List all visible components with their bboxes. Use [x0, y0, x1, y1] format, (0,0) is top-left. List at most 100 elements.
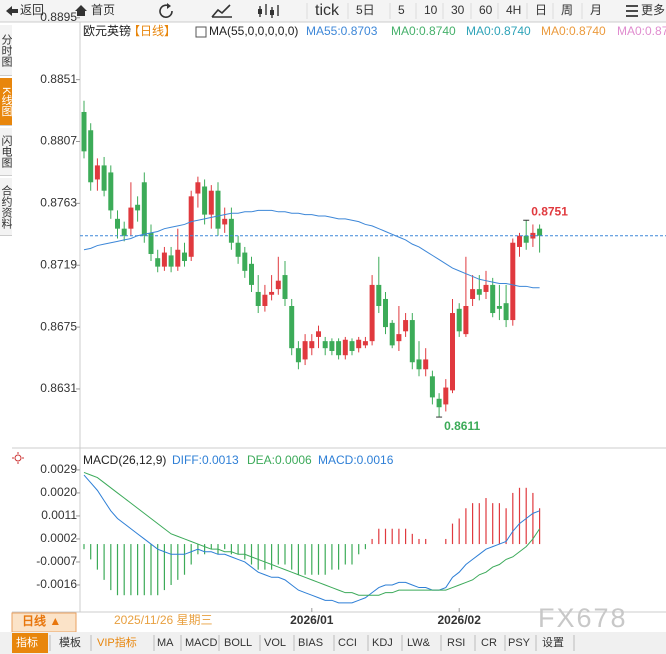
indicator-tab[interactable]: LW&: [407, 637, 431, 649]
side-tab[interactable]: K线图: [0, 78, 12, 126]
y-tick-label: 0.8807: [40, 134, 77, 148]
indicator-tab[interactable]: MACD: [185, 637, 217, 649]
indicator-tab[interactable]: BIAS: [298, 637, 323, 649]
indicator-tab[interactable]: KDJ: [372, 637, 393, 649]
refresh-icon[interactable]: [159, 4, 173, 18]
indicator-tab[interactable]: BOLL: [224, 637, 252, 649]
candle-body: [255, 291, 261, 306]
period-tab[interactable]: 4H: [506, 3, 521, 17]
candle-body: [81, 111, 87, 152]
watermark: FX678: [538, 603, 628, 633]
candle-body: [470, 289, 476, 299]
candle-body: [309, 341, 315, 349]
indicator-tab[interactable]: 模板: [59, 635, 81, 649]
candle-body: [389, 322, 395, 346]
candle-body: [282, 275, 288, 299]
period-tab[interactable]: tick: [315, 2, 340, 19]
indicator-tab[interactable]: MA: [157, 637, 174, 649]
x-tick-label: 2026/02: [438, 613, 482, 627]
candle-body: [316, 331, 321, 337]
extreme-label: 0.8751: [531, 204, 568, 218]
line-chart-icon[interactable]: [211, 4, 232, 18]
candle-body: [490, 284, 496, 314]
side-tab[interactable]: 合约资料: [0, 178, 12, 236]
candle-body: [188, 196, 194, 257]
settings-icon[interactable]: [14, 454, 22, 462]
candle-body: [456, 308, 462, 332]
more-button[interactable]: 更多: [641, 3, 665, 17]
candle-body: [222, 218, 228, 225]
side-tab[interactable]: 分时图: [0, 25, 12, 76]
candle-body: [108, 172, 114, 211]
diff-legend: DIFF:0.0013: [172, 453, 239, 467]
candle-body: [443, 387, 449, 405]
candle-body: [235, 242, 241, 257]
y-tick-label: -0.0007: [36, 554, 77, 568]
indicator-tab[interactable]: VIP指标: [97, 635, 137, 649]
y-tick-label: 0.8675: [40, 319, 77, 333]
candle-body: [483, 284, 489, 292]
indicator-tab[interactable]: 指标: [16, 635, 38, 649]
ma-legend: MA0:0.8740: [466, 24, 531, 38]
period-tab[interactable]: 周: [561, 3, 573, 17]
y-tick-label: 0.0011: [41, 508, 77, 522]
candle-body: [215, 190, 221, 229]
ma-legend: MA0:0.8740: [391, 24, 456, 38]
indicator-tab[interactable]: 设置: [542, 636, 564, 649]
candle-body: [88, 130, 94, 183]
indicator-tab[interactable]: RSI: [447, 637, 465, 649]
candle-body: [329, 341, 335, 351]
candle-body: [369, 284, 375, 342]
candle-body: [336, 341, 342, 356]
candle-body: [362, 341, 368, 346]
candle-body: [195, 182, 201, 194]
period-tab[interactable]: 5日: [356, 3, 375, 17]
ma-legend: MA0:0.8740: [617, 24, 666, 38]
tab-active-bg: [12, 633, 48, 653]
y-tick-label: 0.8719: [40, 257, 77, 271]
candle-body: [101, 165, 107, 191]
period-tab[interactable]: 5: [398, 3, 405, 17]
more-icon[interactable]: [626, 5, 638, 17]
indicator-tab[interactable]: VOL: [264, 637, 286, 649]
back-button[interactable]: 返回: [20, 3, 44, 17]
indicator-label: MA(55,0,0,0,0,0): [209, 24, 298, 38]
period-tab[interactable]: 10: [424, 3, 438, 17]
settings-icon-rays: [12, 452, 24, 464]
indicator-tab[interactable]: PSY: [508, 637, 531, 649]
y-tick-label: 0.8763: [40, 196, 77, 210]
side-tab[interactable]: 闪电图: [0, 128, 12, 176]
instrument-name: 欧元英镑: [83, 23, 131, 38]
candle-body: [115, 218, 120, 229]
period-tab[interactable]: 60: [479, 3, 493, 17]
candle-body: [228, 218, 234, 243]
candle-body: [409, 320, 415, 363]
indicator-tab[interactable]: CCI: [338, 637, 357, 649]
candle-body: [342, 339, 348, 356]
candle-body: [182, 252, 187, 262]
candle-body: [322, 341, 328, 349]
candle-icon-body: [270, 10, 274, 15]
home-button[interactable]: 首页: [91, 3, 115, 17]
period-tab[interactable]: 日: [535, 3, 547, 17]
period-button-label[interactable]: 日线 ▲: [22, 613, 61, 628]
home-icon[interactable]: [75, 5, 87, 16]
indicator-tab[interactable]: CR: [481, 637, 497, 649]
period-label: 【日线】: [128, 24, 176, 38]
candle-body: [436, 398, 442, 408]
indicator-icon[interactable]: [195, 26, 207, 38]
candle-body: [376, 284, 382, 306]
candle-body: [302, 341, 308, 360]
back-icon[interactable]: [6, 6, 18, 16]
candle-body: [168, 255, 174, 267]
candle-body: [155, 258, 161, 267]
candle-body: [476, 289, 482, 295]
candle-body: [141, 182, 147, 236]
period-tab[interactable]: 30: [451, 3, 465, 17]
period-tab[interactable]: 月: [590, 3, 602, 17]
ma-legend: MA0:0.8740: [541, 24, 606, 38]
candle-icon-body: [258, 9, 262, 14]
refresh-arrow: [167, 3, 171, 9]
candle-body: [496, 306, 502, 309]
